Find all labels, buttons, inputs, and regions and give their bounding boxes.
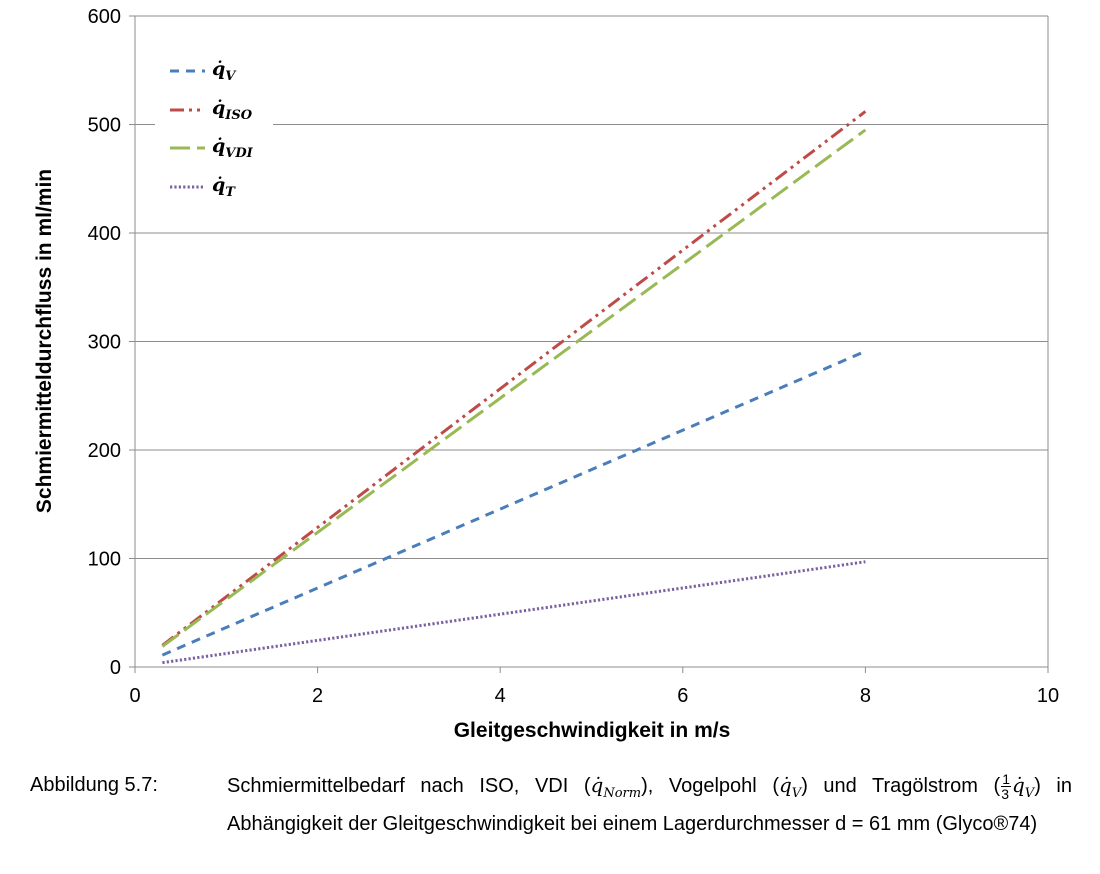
x-tick-label-2: 2 [312,685,323,707]
caption-text: Schmiermittelbedarf nach ISO, VDI (q̇Nor… [227,771,1072,835]
series-line-v [161,349,866,657]
legend-label-v: q̇V [212,58,237,84]
x-tick-label-8: 8 [860,685,871,707]
y-tick-label-100: 100 [88,549,121,571]
caption-formula-qv-2: q̇V [1011,773,1035,801]
x-tick-label-0: 0 [129,685,140,707]
series-line-t [162,560,866,665]
legend-label-vdi: q̇VDI [212,135,254,161]
y-tick-label-0: 0 [110,657,121,679]
y-axis-title: Schmiermitteldurchfluss in ml/min [33,169,56,513]
legend-label-iso: q̇ISO [212,97,253,123]
legend-label-t: q̇T [212,174,236,200]
gridlines [135,15,1048,559]
series-line-iso [161,110,867,647]
caption-formula-qv: q̇V [778,773,802,801]
x-tick-label-4: 4 [495,685,506,707]
caption-label: Abbildung 5.7: [30,774,158,796]
series-lines [161,110,867,665]
y-tick-label-200: 200 [88,440,121,462]
line-chart: 0 100 200 300 400 500 600 0 2 4 6 8 10 q̇V q̇ISO q̇VDI… [33,6,1060,742]
caption-formula-qnorm: q̇Norm [590,773,642,801]
y-tick-label-300: 300 [88,332,121,354]
series-line-vdi [161,128,867,648]
axis-ticks: 0 100 200 300 400 500 600 0 2 4 6 8 10 [88,6,1060,707]
x-tick-label-6: 6 [677,685,688,707]
x-tick-label-10: 10 [1037,685,1059,707]
y-tick-label-400: 400 [88,223,121,245]
y-tick-label-600: 600 [88,6,121,28]
legend: q̇V q̇ISO q̇VDI q̇T [155,40,273,200]
x-axis-title: Gleitgeschwindigkeit in m/s [454,719,731,742]
legend-background [155,40,273,200]
y-tick-label-500: 500 [88,115,121,137]
